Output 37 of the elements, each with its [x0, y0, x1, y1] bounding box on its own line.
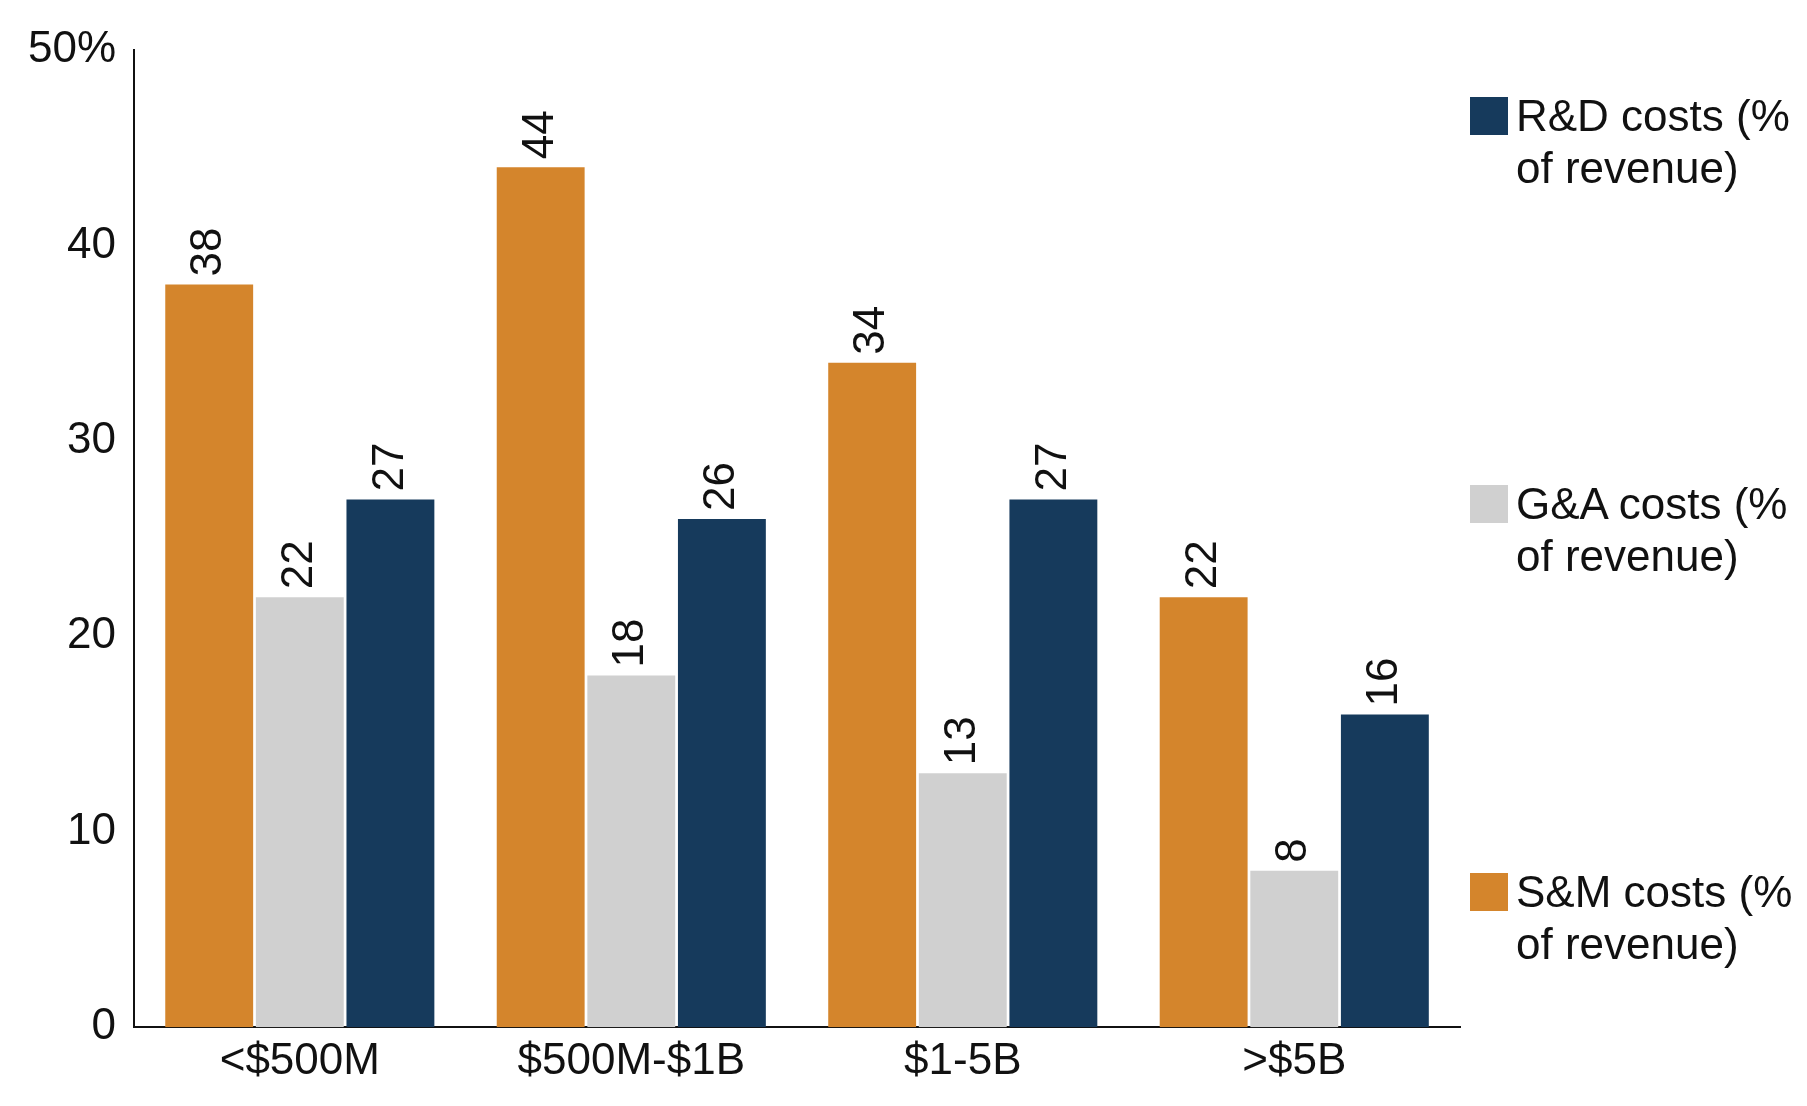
bar: [255, 597, 344, 1028]
legend-label: R&D costs (% of revenue): [1516, 90, 1791, 194]
data-label: 8: [1266, 838, 1316, 863]
data-label: 22: [1175, 540, 1225, 590]
bar: [1009, 499, 1098, 1028]
data-label: 27: [362, 442, 412, 492]
data-label: 27: [1025, 442, 1075, 492]
bar: [918, 773, 1007, 1028]
bar: [677, 519, 766, 1028]
data-label: 34: [844, 305, 894, 355]
x-tick-label: >$5B: [1242, 1033, 1347, 1083]
bar: [1340, 714, 1429, 1028]
y-tick-label: 0: [91, 999, 117, 1049]
bar: [496, 167, 585, 1028]
y-tick-label: 20: [67, 608, 117, 658]
y-tick-label: 30: [67, 413, 117, 463]
data-label: 16: [1357, 657, 1406, 707]
bar: [165, 284, 254, 1028]
x-tick-label: $500M-$1B: [517, 1033, 746, 1083]
bar: [346, 499, 435, 1028]
data-label: 22: [271, 540, 321, 590]
y-tick-label: 50%: [27, 22, 117, 72]
bar: [587, 675, 676, 1028]
data-label: 26: [694, 462, 744, 512]
bar: [1159, 597, 1248, 1028]
y-tick-label: 40: [67, 217, 117, 267]
y-tick-label: 10: [67, 803, 117, 853]
legend-label: S&M costs (% of revenue): [1516, 866, 1794, 970]
data-label: 13: [934, 716, 984, 766]
x-tick-label: <$500M: [219, 1033, 380, 1083]
bar: [1250, 870, 1339, 1028]
data-label: 18: [603, 618, 653, 668]
legend-label: G&A costs (% of revenue): [1516, 478, 1789, 582]
data-label: 38: [181, 227, 231, 277]
data-label: 44: [512, 110, 562, 160]
x-tick-label: $1-5B: [904, 1033, 1022, 1083]
bar: [828, 362, 917, 1028]
